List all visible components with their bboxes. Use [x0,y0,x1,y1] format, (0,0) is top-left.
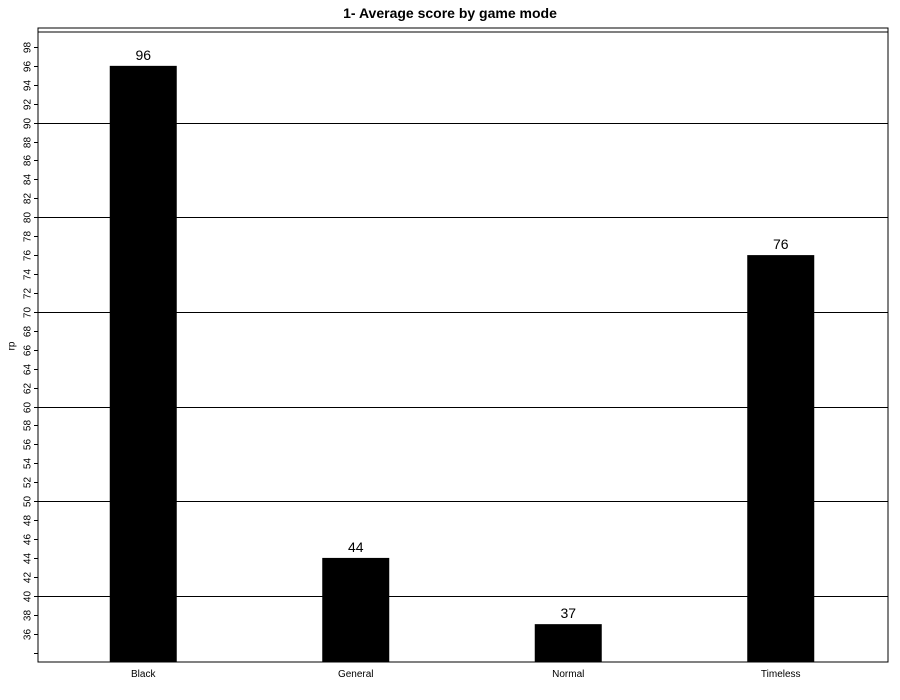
y-tick-label-40: 40 [23,591,34,603]
y-tick-label-54: 54 [23,458,34,470]
y-tick-label-68: 68 [23,326,34,338]
y-tick-label-94: 94 [23,80,34,92]
y-tick-label-60: 60 [23,402,34,414]
value-label-black: 96 [135,47,151,63]
y-tick-label-98: 98 [23,42,34,54]
y-axis: 36 38 40 42 44 46 48 50 52 54 56 58 60 62 64 66 68 70 72 74… [23,42,38,654]
x-axis: Black General Normal Timeless [131,669,801,680]
y-tick-label-96: 96 [23,61,34,73]
x-tick-label-general: General [338,669,374,680]
value-labels: 96 44 37 76 [135,47,788,621]
x-tick-label-black: Black [131,669,156,680]
y-tick-label-48: 48 [23,515,34,527]
gridlines [38,31,888,597]
x-tick-label-normal: Normal [552,669,584,680]
y-tick-label-58: 58 [23,420,34,432]
y-tick-label-36: 36 [23,629,34,641]
y-tick-label-52: 52 [23,477,34,489]
y-tick-label-62: 62 [23,383,34,395]
y-tick-label-64: 64 [23,364,34,376]
plot-frame [37,27,889,663]
y-tick-label-88: 88 [23,137,34,149]
chart-title: 1- Average score by game mode [343,5,557,21]
y-tick-label-42: 42 [23,572,34,584]
y-tick-label-56: 56 [23,439,34,451]
bar-black [109,65,177,662]
value-label-timeless: 76 [773,236,789,252]
y-tick-label-82: 82 [23,193,34,205]
bar-timeless [747,255,815,662]
y-tick-label-50: 50 [23,496,34,508]
y-tick-label-46: 46 [23,534,34,546]
y-axis-label: rp [7,341,18,350]
y-tick-label-74: 74 [23,269,34,281]
bar-normal [534,624,602,662]
y-tick-label-66: 66 [23,345,34,357]
value-label-normal: 37 [560,605,576,621]
bar-general [322,557,390,662]
x-tick-label-timeless: Timeless [761,669,801,680]
y-tick-label-92: 92 [23,99,34,111]
y-tick-label-38: 38 [23,610,34,622]
y-tick-label-80: 80 [23,212,34,224]
y-tick-label-84: 84 [23,174,34,186]
y-tick-label-72: 72 [23,288,34,300]
y-tick-label-70: 70 [23,307,34,319]
y-tick-label-78: 78 [23,231,34,243]
y-tick-label-86: 86 [23,155,34,167]
y-tick-label-90: 90 [23,118,34,130]
value-label-general: 44 [348,539,364,555]
y-tick-label-44: 44 [23,553,34,565]
y-tick-label-76: 76 [23,250,34,262]
bars [109,65,815,662]
